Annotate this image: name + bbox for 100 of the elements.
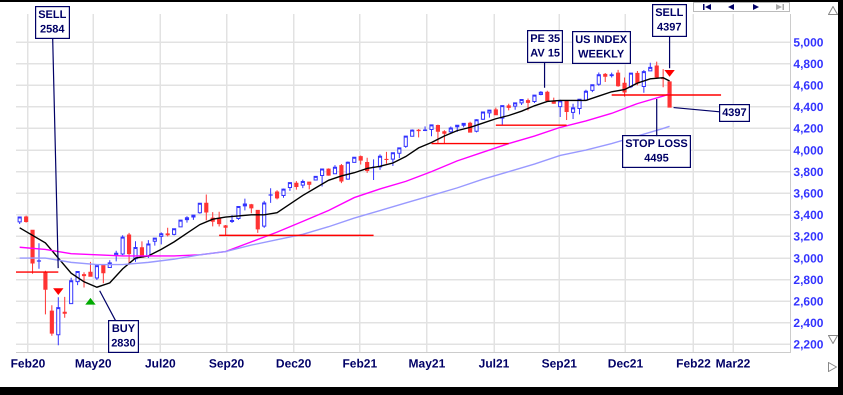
y-tick-label: 5,000 [793, 35, 824, 50]
candlestick [120, 234, 125, 256]
annotation: 4397 [722, 107, 747, 120]
candlestick [661, 68, 666, 88]
candlestick [494, 107, 498, 116]
candlestick [101, 264, 106, 284]
candlestick [204, 194, 208, 221]
annotation: BUY 2830 [111, 323, 136, 350]
candlestick [654, 61, 659, 80]
candlestick [24, 215, 28, 224]
x-tick-label: May20 [74, 356, 112, 370]
candlestick [397, 147, 402, 159]
x-tick-label: Jul20 [144, 356, 176, 370]
candlestick [184, 216, 190, 224]
candlestick [384, 151, 389, 164]
y-tick-label: 2,800 [793, 272, 824, 287]
candlestick [88, 261, 93, 277]
candlestick [82, 272, 86, 288]
candlestick [558, 100, 562, 118]
candlestick [178, 220, 183, 228]
x-tick-label: Dec21 [608, 356, 644, 370]
candlestick [442, 130, 446, 144]
candlestick [307, 182, 312, 190]
candlestick [56, 296, 60, 346]
candlestick [506, 103, 511, 111]
candlestick [596, 72, 601, 86]
y-tick-label: 3,200 [793, 230, 824, 244]
candlestick [552, 97, 556, 104]
y-tick-label: 4,000 [793, 143, 824, 158]
candlestick [487, 109, 492, 118]
x-tick-label: May21 [408, 356, 446, 370]
y-tick-label: 2,200 [793, 338, 824, 352]
candlestick [62, 296, 67, 318]
candlestick [230, 214, 234, 224]
candlestick [256, 210, 260, 234]
candlestick [513, 102, 518, 110]
candlestick [648, 62, 652, 72]
candlestick [500, 104, 504, 126]
candlestick [590, 84, 594, 93]
candlestick [520, 98, 524, 106]
candlestick [320, 168, 324, 187]
candlestick [262, 200, 266, 228]
x-tick-label: Dec20 [276, 356, 312, 370]
candlestick [390, 152, 395, 166]
candlestick [36, 242, 42, 270]
candlestick [69, 277, 74, 304]
candlestick [603, 72, 608, 83]
candlestick [610, 72, 614, 78]
y-tick-label: 4,800 [793, 56, 824, 71]
x-tick-label: Mar22 [716, 356, 751, 370]
candlestick [268, 188, 273, 204]
candlestick [50, 304, 54, 336]
x-tick-label: Sep21 [542, 356, 578, 370]
candlestick [126, 232, 132, 266]
candlestick [436, 124, 440, 145]
candlestick [300, 179, 305, 189]
candlestick [43, 270, 48, 315]
candlestick [422, 126, 428, 132]
candlestick [545, 90, 550, 102]
annotation: US INDEX WEEKLY [575, 34, 628, 60]
candlestick [274, 190, 280, 200]
candlestick [217, 211, 222, 228]
candlestick [172, 228, 176, 236]
candlestick [191, 214, 196, 220]
x-tick-label: Jul21 [478, 356, 510, 370]
candlestick [526, 98, 530, 111]
y-tick-label: 2,600 [793, 294, 824, 308]
candlestick [332, 164, 338, 174]
annotation: SELL 2584 [38, 9, 67, 36]
candlestick [480, 111, 486, 121]
candlestick [532, 94, 537, 104]
candlestick [448, 126, 453, 134]
candlestick [564, 100, 569, 121]
candlestick [166, 227, 170, 237]
candlestick [410, 128, 414, 138]
y-tick-label: 3,000 [793, 251, 824, 266]
annotation: STOP LOSS 4495 [625, 138, 688, 164]
y-tick-label: 3,800 [793, 164, 824, 179]
candlestick [642, 70, 646, 94]
candlestick [358, 154, 363, 166]
candlestick [18, 216, 22, 225]
y-tick-label: 3,600 [793, 186, 824, 200]
candlestick [570, 103, 576, 120]
candlestick [294, 180, 298, 190]
candlestick [159, 232, 164, 245]
candlestick [416, 128, 421, 138]
x-tick-label: Feb22 [676, 356, 712, 370]
candlestick [224, 224, 228, 236]
candlestick [94, 264, 99, 280]
candlestick [198, 202, 202, 214]
annotation: PE 35 AV 15 [530, 33, 560, 60]
x-tick-label: Sep20 [208, 356, 245, 370]
candlestick [352, 156, 356, 163]
candlestick [152, 237, 157, 246]
candlestick [281, 188, 286, 198]
candlestick [429, 124, 434, 137]
candlestick [288, 182, 292, 192]
candlestick [326, 168, 331, 176]
annotation: SELL 4397 [655, 7, 684, 34]
candlestick [616, 69, 620, 88]
